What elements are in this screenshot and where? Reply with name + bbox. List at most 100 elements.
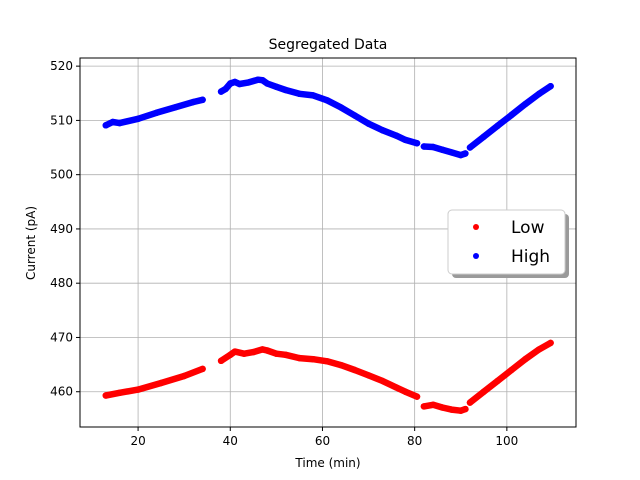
data-point (466, 144, 474, 151)
data-point (351, 112, 358, 119)
data-point (227, 351, 234, 358)
data-point (181, 372, 188, 380)
data-point (171, 104, 179, 111)
data-point (480, 133, 487, 140)
data-point (109, 118, 116, 126)
x-tick-label: 40 (223, 434, 238, 448)
data-point (462, 405, 469, 413)
data-point (522, 100, 529, 108)
data-point (429, 401, 437, 408)
data-point (236, 80, 243, 88)
data-point (547, 339, 554, 347)
data-point (323, 358, 331, 365)
data-point (222, 85, 229, 93)
data-point (379, 377, 386, 385)
data-point (413, 393, 421, 400)
data-point (116, 119, 123, 127)
y-tick-label: 500 (50, 168, 73, 182)
data-point (273, 350, 280, 357)
data-point (134, 115, 142, 123)
data-point (323, 97, 331, 104)
chart-title: Segregated Data (269, 37, 388, 53)
data-point (365, 120, 372, 127)
y-tick-label: 510 (50, 113, 73, 127)
data-point (240, 350, 248, 357)
data-point (393, 384, 400, 391)
grid-lines (80, 58, 576, 427)
data-point (116, 389, 123, 396)
y-tick-label: 470 (50, 330, 73, 344)
data-point (508, 366, 515, 374)
y-tick-label: 480 (50, 276, 73, 290)
data-point (494, 122, 501, 129)
legend: Low High (447, 209, 569, 278)
data-point (351, 366, 358, 374)
data-point (402, 136, 409, 144)
data-point (466, 399, 474, 406)
data-point (402, 388, 409, 395)
data-point (134, 386, 142, 393)
data-point (429, 143, 437, 151)
data-point (231, 348, 239, 355)
data-point (494, 377, 501, 385)
data-point (439, 146, 446, 153)
data-point (296, 90, 303, 98)
data-point (245, 79, 252, 86)
series-high (102, 76, 554, 159)
y-axis-label: Current (pA) (24, 206, 38, 280)
data-point (508, 111, 515, 119)
data-point (264, 80, 271, 87)
data-point (310, 92, 317, 99)
data-point (259, 77, 266, 84)
legend-marker-high (473, 253, 479, 259)
data-point (379, 127, 386, 134)
data-point (535, 346, 543, 353)
data-point (393, 132, 400, 139)
data-point (535, 90, 543, 98)
x-tick-label: 20 (130, 434, 145, 448)
data-point (413, 140, 421, 147)
x-tick-label: 100 (495, 434, 518, 448)
data-point (337, 361, 345, 369)
data-point (250, 348, 257, 356)
data-point (190, 98, 197, 106)
y-tick-label: 460 (50, 385, 73, 399)
data-point (365, 372, 372, 379)
data-point (102, 392, 110, 399)
data-point (462, 150, 469, 157)
series-low (102, 339, 554, 414)
data-point (310, 356, 317, 363)
data-point (264, 347, 271, 354)
data-point (153, 109, 160, 117)
data-point (480, 388, 487, 395)
data-point (217, 357, 225, 364)
data-point (448, 149, 455, 156)
data-point (282, 86, 289, 94)
data-point (547, 83, 554, 90)
data-point (157, 379, 165, 387)
data-point (273, 83, 280, 91)
data-point (448, 406, 455, 413)
data-point (337, 104, 345, 111)
data-point (282, 351, 289, 358)
x-tick-label: 60 (315, 434, 330, 448)
data-point (296, 354, 303, 362)
data-point (102, 122, 110, 129)
y-axis: 460 470 480 490 500 510 520 (50, 59, 80, 399)
data-point (522, 356, 529, 363)
x-tick-label: 80 (407, 434, 422, 448)
legend-label-high: High (511, 247, 550, 267)
data-point (439, 404, 446, 411)
data-point (420, 403, 428, 410)
data-point (199, 365, 206, 373)
plot-area (102, 76, 554, 414)
legend-marker-low (473, 224, 479, 230)
axes-frame (79, 57, 577, 428)
legend-label-low: Low (511, 218, 545, 238)
data-point (199, 96, 206, 104)
x-axis-label: Time (min) (294, 456, 360, 470)
data-point (420, 143, 428, 150)
y-tick-label: 490 (50, 222, 73, 236)
y-tick-label: 520 (50, 59, 73, 73)
